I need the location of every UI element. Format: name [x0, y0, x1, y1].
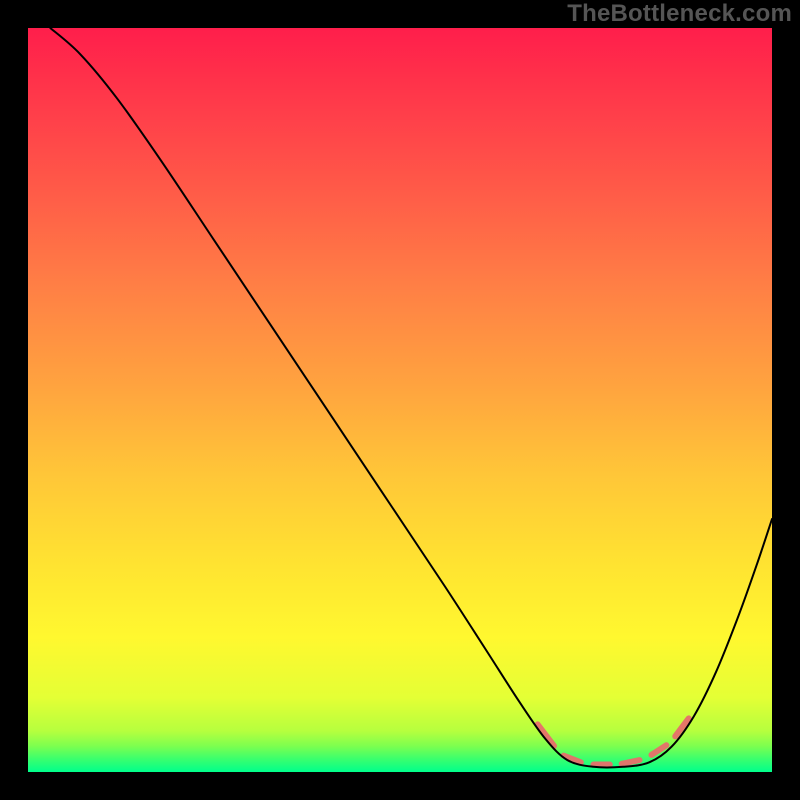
chart-stage: TheBottleneck.com — [0, 0, 800, 800]
watermark-text: TheBottleneck.com — [567, 0, 792, 28]
bottleneck-chart-svg — [0, 0, 800, 800]
plot-background-gradient — [28, 28, 772, 772]
trough-marker-segment — [622, 760, 640, 764]
